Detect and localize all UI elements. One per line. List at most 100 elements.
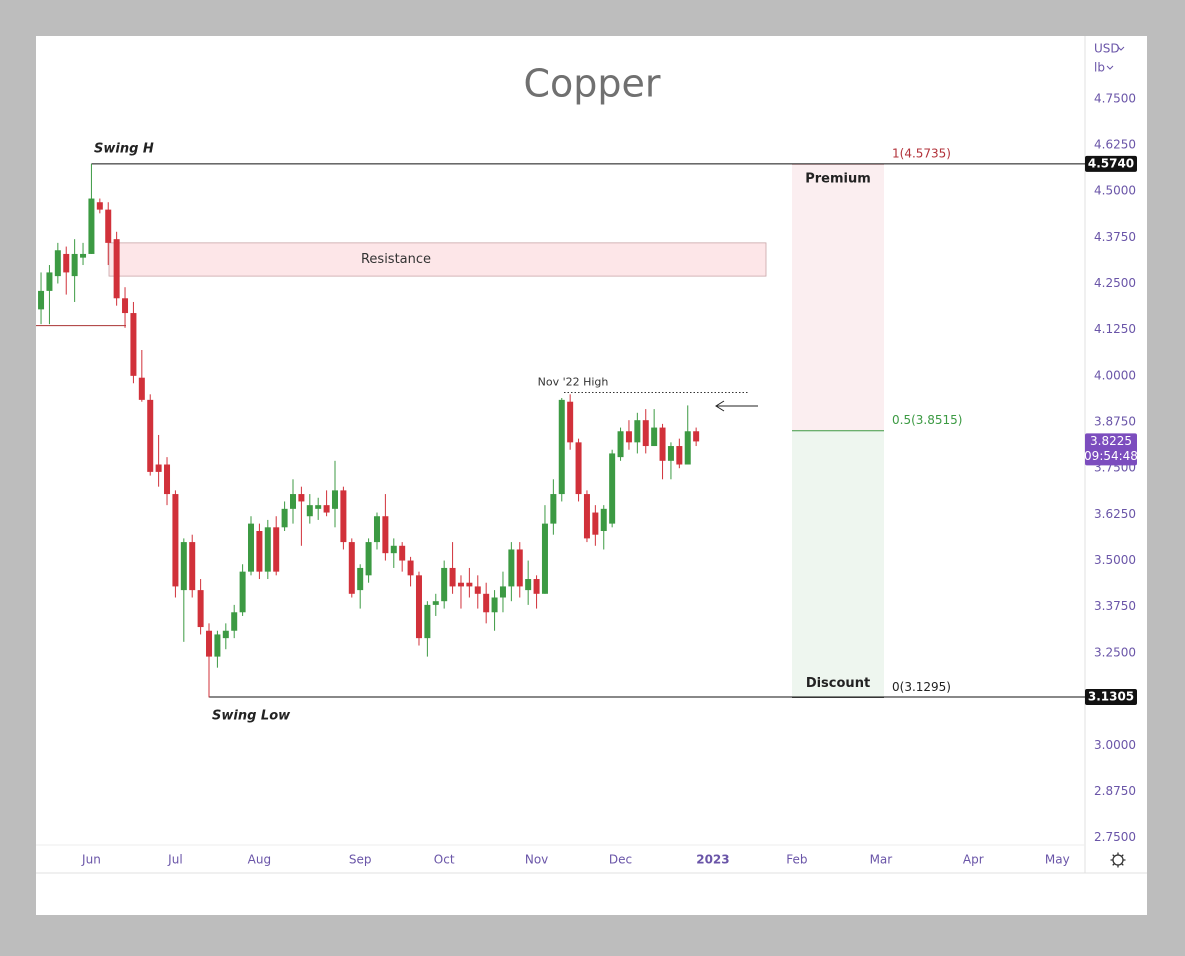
candle-body <box>415 575 422 639</box>
price-badge-label: 3.1305 <box>1088 690 1134 704</box>
nov-high-label: Nov '22 High <box>538 375 609 388</box>
candle-body <box>189 542 196 591</box>
candle-body <box>273 527 280 572</box>
candle-body <box>617 431 624 458</box>
candle-body <box>340 490 347 543</box>
candle-body <box>550 494 557 524</box>
candle-body <box>264 527 271 572</box>
candle-body <box>348 542 355 594</box>
x-tick-label: Jun <box>81 853 101 867</box>
chevron <box>1117 46 1125 51</box>
candle-body <box>214 634 221 657</box>
candle-body <box>567 401 574 443</box>
candle-body <box>71 253 78 277</box>
candle-body <box>256 531 263 572</box>
candle-body <box>138 377 145 400</box>
countdown: 09:54:48 <box>1084 449 1138 463</box>
candle-body <box>38 290 45 310</box>
candle-body <box>147 399 154 472</box>
candle-body <box>172 494 179 587</box>
candle-body <box>651 427 658 447</box>
settings-icon[interactable] <box>1110 852 1126 868</box>
resistance-zone <box>108 242 767 277</box>
candle-body <box>684 431 691 465</box>
resistance-label: Resistance <box>361 252 431 267</box>
candle-body <box>558 399 565 495</box>
swing-high-label: Swing H <box>94 141 154 156</box>
x-tick-label: Dec <box>609 853 632 867</box>
unit[interactable]: lb <box>1094 61 1105 75</box>
y-tick-label: 3.6250 <box>1094 507 1136 521</box>
currency[interactable]: USD <box>1094 42 1120 56</box>
candle-body <box>63 253 70 273</box>
candle-body <box>600 508 607 532</box>
candle-body <box>331 490 338 509</box>
candle-body <box>357 567 364 591</box>
candle-body <box>54 250 61 277</box>
candle-body <box>88 198 95 254</box>
candle-body <box>298 494 305 502</box>
fib-label: 0.5(3.8515) <box>892 413 962 427</box>
price-badge-label: 4.5740 <box>1088 156 1134 170</box>
x-tick-label: Mar <box>870 853 893 867</box>
x-tick-label: Sep <box>349 853 372 867</box>
candle-body <box>197 590 204 628</box>
candle-body <box>508 549 515 587</box>
candle-body <box>474 586 481 594</box>
x-tick-label: Feb <box>786 853 807 867</box>
candle-body <box>575 442 582 495</box>
swing-low-label: Swing Low <box>212 709 291 724</box>
y-tick-label: 3.3750 <box>1094 599 1136 613</box>
candle-body <box>432 601 439 605</box>
fib-label: 1(4.5735) <box>892 146 951 160</box>
y-tick-label: 4.0000 <box>1094 368 1136 382</box>
y-tick-label: 4.1250 <box>1094 322 1136 336</box>
price-badge <box>1085 155 1137 172</box>
y-tick-label: 3.0000 <box>1094 738 1136 752</box>
candle-body <box>516 549 523 587</box>
candle-body <box>382 516 389 554</box>
candle-body <box>180 542 187 591</box>
premium-label: Premium <box>805 171 871 186</box>
price-badge <box>1085 689 1137 706</box>
candle-body <box>373 516 380 543</box>
premium-zone <box>792 163 884 431</box>
x-tick-label: Jul <box>167 853 182 867</box>
candle-body <box>642 420 649 447</box>
candle-body <box>533 579 540 594</box>
candle-body <box>46 272 53 291</box>
chevron <box>1106 65 1114 70</box>
candle-body <box>105 209 112 243</box>
candle-body <box>659 427 666 461</box>
fib-label: 0(3.1295) <box>892 680 951 694</box>
candle-body <box>239 571 246 613</box>
last-price-label: 3.8225 <box>1090 434 1132 448</box>
candle-body <box>315 505 322 509</box>
candle-body <box>449 567 456 587</box>
candle-body <box>457 582 464 587</box>
candle-body <box>80 253 87 258</box>
candle-body <box>466 582 473 587</box>
candle-body <box>390 545 397 554</box>
candle-body <box>441 567 448 602</box>
candle-body <box>609 453 616 524</box>
candle-body <box>625 431 632 443</box>
candle-body <box>281 508 288 528</box>
y-tick-label: 4.6250 <box>1094 137 1136 151</box>
candle-body <box>222 630 229 639</box>
chart-title: Copper <box>523 62 660 106</box>
panel <box>36 36 1147 915</box>
candle-body <box>96 202 103 210</box>
candle-body <box>693 431 700 442</box>
candle-body <box>424 604 431 639</box>
candle-body <box>323 505 330 513</box>
x-tick-label: Aug <box>248 853 271 867</box>
y-tick-label: 3.2500 <box>1094 645 1136 659</box>
candle-body <box>231 612 238 631</box>
discount-zone <box>792 430 884 698</box>
candle-body <box>483 593 490 613</box>
x-tick-label: 2023 <box>696 853 729 867</box>
candle-body <box>491 597 498 613</box>
y-tick-label: 2.8750 <box>1094 784 1136 798</box>
